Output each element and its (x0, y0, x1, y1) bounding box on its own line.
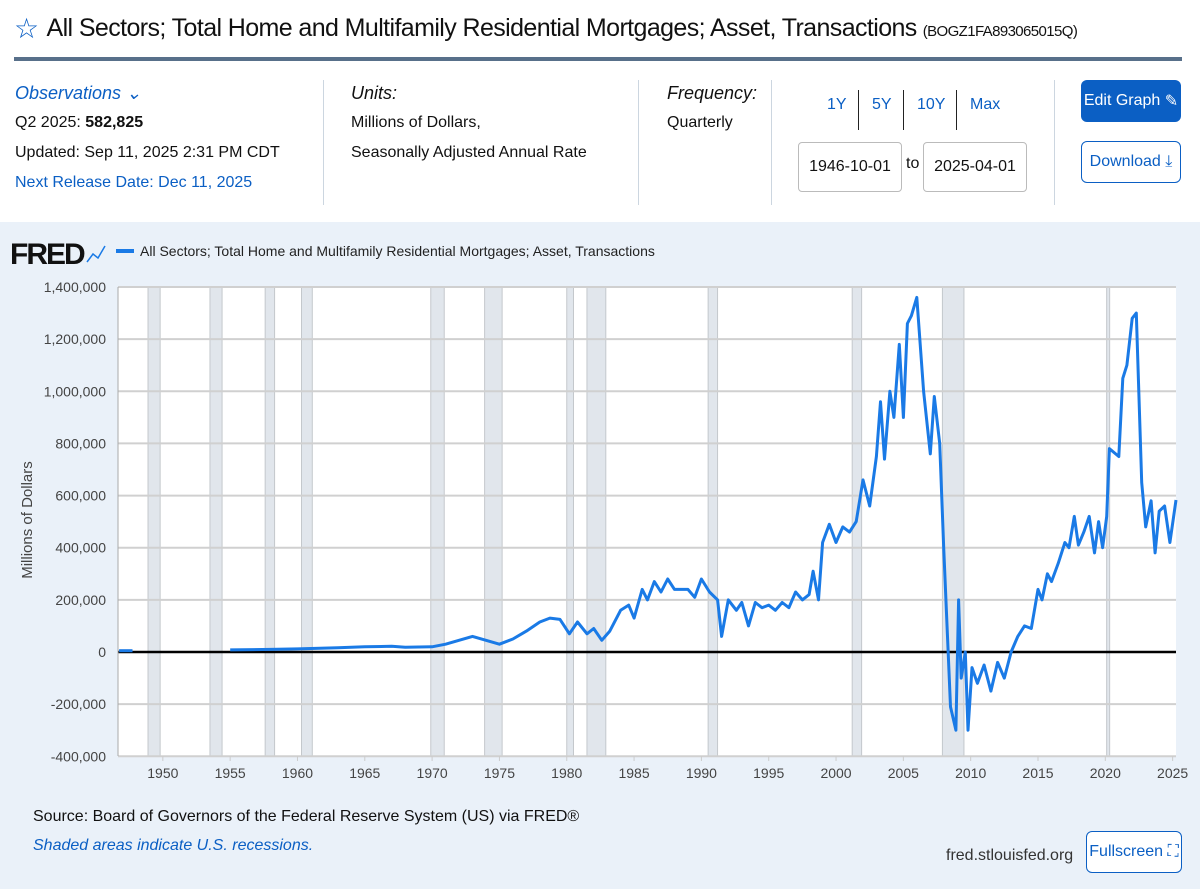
plot-area (118, 287, 1176, 756)
x-tick-label: 1990 (686, 765, 717, 781)
obs-value: 582,825 (85, 114, 144, 131)
range-10y-button[interactable]: 10Y (917, 96, 946, 113)
units-label: Units: (351, 83, 398, 103)
x-tick-label: 2015 (1022, 765, 1053, 781)
updated-text: Updated: Sep 11, 2025 2:31 PM CDT (15, 144, 280, 161)
edit-graph-button[interactable]: Edit Graph ✎ (1081, 80, 1181, 122)
fred-chart-icon (86, 245, 106, 263)
x-tick-label: 1960 (282, 765, 313, 781)
divider (323, 80, 324, 205)
y-tick-label: 400,000 (55, 540, 106, 556)
range-1y-button[interactable]: 1Y (827, 96, 847, 113)
recession-band (264, 286, 276, 757)
divider (903, 90, 904, 130)
recession-band (941, 286, 965, 757)
series-line (230, 295, 1178, 732)
legend-label: All Sectors; Total Home and Multifamily … (140, 243, 655, 259)
divider (858, 90, 859, 130)
fullscreen-icon: ⛶ (1167, 843, 1179, 860)
x-tick-label: 2000 (820, 765, 851, 781)
recession-note: Shaded areas indicate U.S. recessions. (33, 837, 314, 854)
y-tick-label: 200,000 (55, 592, 106, 608)
next-release-link[interactable]: Next Release Date: Dec 11, 2025 (15, 174, 253, 191)
divider (638, 80, 639, 205)
series-title: ☆ All Sectors; Total Home and Multifamil… (14, 12, 1078, 45)
observations-label: Observations (15, 83, 122, 103)
recession-band (147, 286, 161, 757)
series-id: (BOGZ1FA893065015Q) (922, 23, 1078, 40)
units-panel: Units: Millions of Dollars, Seasonally A… (351, 78, 587, 168)
recession-band (586, 286, 607, 757)
y-axis-label: Millions of Dollars (19, 461, 36, 579)
x-tick-label: 1975 (484, 765, 515, 781)
edit-icon: ✎ (1164, 93, 1179, 110)
y-tick-label: 1,000,000 (44, 383, 106, 399)
units-line2: Seasonally Adjusted Annual Rate (351, 144, 587, 161)
title-text: All Sectors; Total Home and Multifamily … (46, 14, 918, 42)
y-tick-label: -200,000 (51, 696, 106, 712)
start-date-input[interactable]: 1946-10-01 (798, 142, 902, 192)
recession-band (209, 286, 223, 757)
recession-band (430, 286, 445, 757)
x-tick-label: 1985 (618, 765, 649, 781)
y-tick-label: 1,200,000 (44, 331, 106, 347)
source-text: Source: Board of Governors of the Federa… (33, 808, 580, 825)
x-tick-label: 2005 (888, 765, 919, 781)
recession-band (566, 286, 574, 757)
y-tick-label: -400,000 (51, 748, 106, 764)
recession-band (707, 286, 719, 757)
fullscreen-label: Fullscreen (1089, 843, 1164, 860)
download-icon: ⤓ (1165, 153, 1173, 170)
y-tick-label: 800,000 (55, 435, 106, 451)
recession-band (484, 286, 503, 757)
frequency-value: Quarterly (667, 114, 733, 131)
divider (956, 90, 957, 130)
star-icon[interactable]: ☆ (14, 13, 39, 44)
chevron-down-icon: ⌄ (126, 83, 142, 103)
observations-toggle[interactable]: Observations ⌄ (15, 78, 280, 108)
recession-band (301, 286, 313, 757)
fred-logo: FRED (10, 238, 85, 271)
range-5y-button[interactable]: 5Y (872, 96, 892, 113)
divider (771, 80, 772, 205)
site-link[interactable]: fred.stlouisfed.org (946, 847, 1074, 864)
fullscreen-button[interactable]: Fullscreen ⛶ (1086, 831, 1182, 873)
y-tick-label: 1,400,000 (44, 279, 106, 295)
x-tick-label: 1965 (349, 765, 380, 781)
to-label: to (906, 155, 920, 172)
x-tick-label: 2025 (1157, 765, 1188, 781)
download-label: Download (1089, 153, 1161, 170)
download-button[interactable]: Download ⤓ (1081, 141, 1181, 183)
x-tick-label: 1995 (753, 765, 784, 781)
x-tick-label: 1970 (417, 765, 448, 781)
range-max-button[interactable]: Max (970, 96, 1001, 113)
edit-graph-label: Edit Graph (1083, 92, 1161, 109)
obs-period: Q2 2025: (15, 114, 81, 131)
frequency-label: Frequency: (667, 83, 758, 103)
y-tick-label: 0 (98, 644, 106, 660)
x-tick-label: 1955 (215, 765, 246, 781)
x-tick-label: 2020 (1090, 765, 1121, 781)
x-tick-label: 1980 (551, 765, 582, 781)
units-line1: Millions of Dollars, (351, 114, 481, 131)
end-date-input[interactable]: 2025-04-01 (923, 142, 1027, 192)
observations-panel: Observations ⌄ Q2 2025: 582,825 Updated:… (15, 78, 280, 198)
frequency-panel: Frequency: Quarterly (667, 78, 757, 138)
y-tick-label: 600,000 (55, 488, 106, 504)
divider (1054, 80, 1055, 205)
x-tick-label: 2010 (955, 765, 986, 781)
x-tick-label: 1950 (147, 765, 178, 781)
title-divider (14, 57, 1182, 61)
